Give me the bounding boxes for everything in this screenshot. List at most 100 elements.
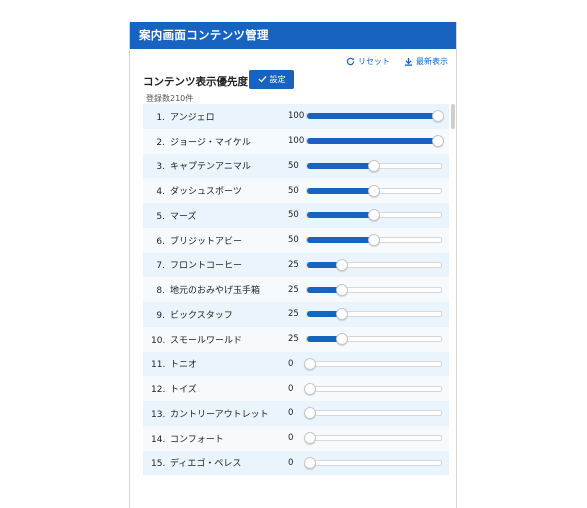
- priority-value: 0: [288, 408, 294, 419]
- scrollbar[interactable]: [451, 104, 455, 129]
- refresh-cycle-icon: [346, 57, 355, 66]
- download-icon: [404, 57, 413, 66]
- priority-slider[interactable]: [306, 209, 442, 222]
- slider-fill: [307, 286, 342, 293]
- priority-value: 0: [288, 433, 294, 444]
- slider-thumb[interactable]: [368, 159, 380, 172]
- slider-thumb[interactable]: [336, 333, 348, 346]
- item-name: トニオ: [170, 360, 198, 371]
- priority-slider[interactable]: [304, 382, 442, 395]
- slider-fill: [307, 138, 438, 145]
- slider-thumb[interactable]: [432, 110, 444, 123]
- item-number: 5.: [156, 211, 165, 222]
- item-label: 4. ダッシュスポーツ: [151, 184, 242, 198]
- item-name: マーズ: [170, 211, 197, 222]
- priority-value: 100: [288, 136, 305, 147]
- item-number: 14.: [151, 434, 166, 445]
- reset-button[interactable]: リセット: [346, 56, 390, 67]
- item-number: 9.: [156, 310, 165, 321]
- item-number: 1.: [156, 112, 165, 123]
- item-label: 2. ジョージ・マイケル: [151, 135, 251, 148]
- item-label: 8. 地元のおみやげ玉手箱: [151, 283, 260, 296]
- slider-thumb[interactable]: [336, 283, 348, 296]
- priority-slider[interactable]: [304, 357, 442, 370]
- priority-slider[interactable]: [306, 234, 442, 247]
- priority-slider[interactable]: [306, 159, 442, 172]
- priority-slider[interactable]: [306, 308, 442, 321]
- item-number: 13.: [151, 409, 166, 420]
- panel-title: 案内画面コンテンツ管理: [130, 22, 456, 49]
- slider-thumb[interactable]: [336, 308, 348, 321]
- priority-value: 50: [288, 235, 299, 246]
- priority-slider[interactable]: [304, 432, 442, 445]
- item-label: 6. ブリジットアビー: [151, 234, 242, 247]
- item-name: アンジェロ: [170, 112, 215, 123]
- list-item: 10. スモールワールド 25: [143, 326, 449, 352]
- refresh-button[interactable]: 最新表示: [404, 56, 448, 67]
- slider-fill: [307, 237, 374, 244]
- list-item: 5. マーズ 50: [143, 203, 449, 228]
- priority-value: 50: [288, 210, 299, 221]
- list-item: 11. トニオ 0: [143, 351, 449, 377]
- item-number: 6.: [156, 236, 165, 247]
- priority-slider[interactable]: [306, 184, 442, 197]
- content-management-panel: 案内画面コンテンツ管理 リセット 最新表示 コンテンツ表示優先度: [129, 22, 457, 508]
- priority-value: 25: [288, 309, 299, 320]
- priority-slider[interactable]: [306, 283, 442, 296]
- priority-value: 25: [288, 259, 299, 270]
- item-name: スモールワールド: [170, 335, 243, 346]
- item-name: カントリーアウトレット: [170, 409, 269, 420]
- item-label: 14. コンフォート: [151, 432, 224, 445]
- slider-thumb[interactable]: [304, 357, 316, 370]
- item-label: 10. スモールワールド: [151, 333, 242, 346]
- slider-thumb[interactable]: [304, 456, 316, 469]
- list-item: 13. カントリーアウトレット 0: [143, 401, 449, 426]
- priority-slider[interactable]: [304, 407, 442, 420]
- item-name: ディエゴ・ペレス: [170, 459, 242, 470]
- priority-value: 0: [288, 457, 294, 468]
- item-number: 7.: [156, 261, 165, 272]
- item-name: ダッシュスポーツ: [170, 187, 242, 198]
- checkmark-icon: [257, 75, 267, 85]
- slider-fill: [307, 212, 374, 219]
- item-label: 3. キャプテンアニマル: [151, 159, 250, 172]
- priority-slider[interactable]: [304, 456, 442, 469]
- slider-thumb[interactable]: [368, 234, 380, 247]
- item-name: ブリジットアビー: [170, 236, 243, 247]
- slider-thumb[interactable]: [304, 432, 316, 445]
- header-actions: リセット 最新表示: [346, 56, 448, 67]
- priority-slider[interactable]: [306, 110, 444, 123]
- slider-thumb[interactable]: [432, 135, 444, 148]
- list-item: 8. 地元のおみやげ玉手箱 25: [143, 277, 449, 302]
- item-name: ジョージ・マイケル: [170, 137, 251, 148]
- slider-thumb[interactable]: [368, 209, 380, 222]
- list-item: 12. トイズ 0: [143, 376, 449, 401]
- priority-slider[interactable]: [306, 258, 442, 271]
- item-label: 15. ディエゴ・ペレス: [151, 456, 241, 469]
- slider-thumb[interactable]: [368, 184, 380, 197]
- list-item: 2. ジョージ・マイケル 100: [143, 128, 449, 154]
- item-label: 11. トニオ: [151, 357, 197, 370]
- slider-fill: [307, 336, 342, 343]
- item-name: ビックスタッフ: [170, 310, 233, 321]
- set-button[interactable]: 設定: [249, 70, 294, 89]
- priority-slider[interactable]: [306, 135, 444, 148]
- item-number: 12.: [151, 385, 166, 396]
- priority-value: 0: [288, 383, 294, 394]
- slider-fill: [307, 261, 342, 268]
- item-name: 地元のおみやげ玉手箱: [170, 286, 261, 297]
- slider-fill: [307, 187, 374, 194]
- priority-value: 0: [288, 358, 294, 369]
- item-number: 2.: [156, 137, 165, 148]
- priority-list: 1. アンジェロ 100 2. ジョージ・マイケル 100 3. キャプテンアニマル 50 4. ダ…: [143, 104, 449, 476]
- list-item: 9. ビックスタッフ 25: [143, 302, 449, 327]
- slider-thumb[interactable]: [304, 382, 316, 395]
- item-number: 15.: [151, 459, 166, 470]
- item-number: 10.: [151, 335, 166, 346]
- list-item: 7. フロントコーヒー 25: [143, 252, 449, 278]
- slider-thumb[interactable]: [336, 258, 348, 271]
- set-button-label: 設定: [269, 75, 286, 84]
- priority-slider[interactable]: [306, 333, 442, 346]
- item-label: 12. トイズ: [151, 382, 197, 395]
- slider-thumb[interactable]: [304, 407, 316, 420]
